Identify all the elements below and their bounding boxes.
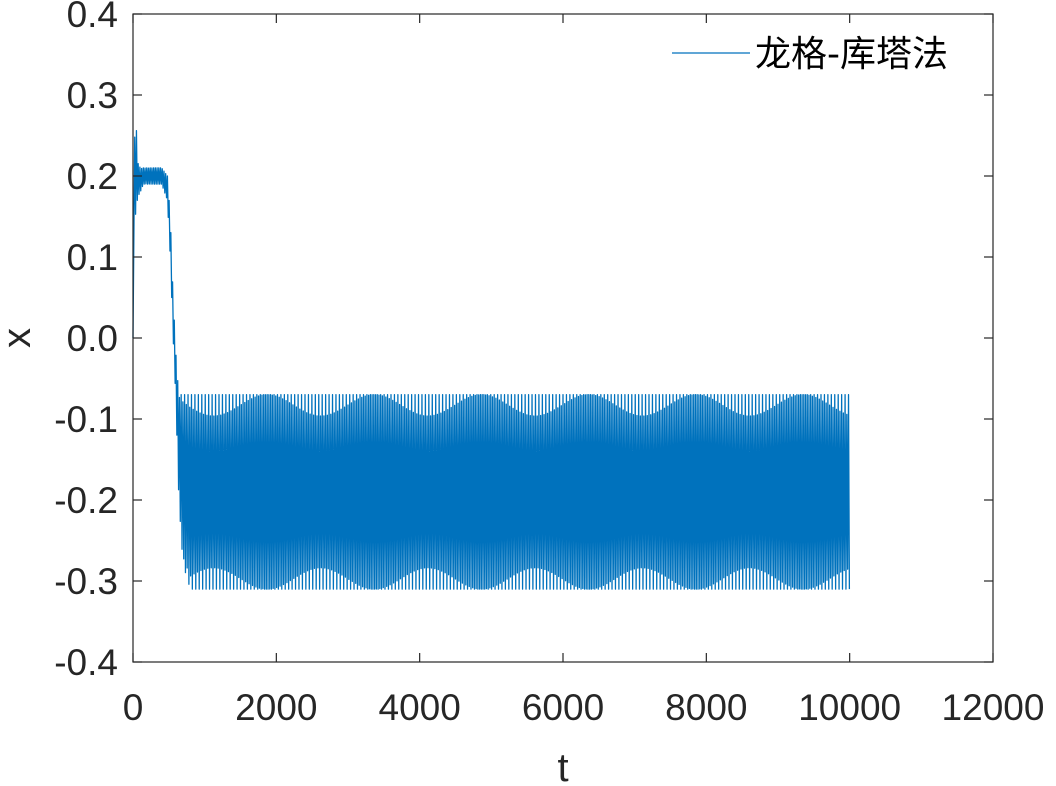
y-tick-label: 0.1 xyxy=(67,237,118,278)
x-axis-title: t xyxy=(557,746,568,786)
y-tick-label: -0.1 xyxy=(54,399,118,440)
y-tick-label: 0.3 xyxy=(67,75,118,116)
x-tick-label: 12000 xyxy=(942,687,1045,728)
y-tick-label: -0.2 xyxy=(54,480,118,521)
series-line-longge-kutta xyxy=(132,129,851,590)
legend-label: 龙格-库塔法 xyxy=(755,34,948,75)
y-axis-title: x xyxy=(0,328,39,348)
plot-area xyxy=(133,14,993,662)
x-tick-label: 8000 xyxy=(665,687,747,728)
y-tick-label: 0.0 xyxy=(67,318,118,359)
y-tick-label: 0.2 xyxy=(67,156,118,197)
x-tick-label: 4000 xyxy=(379,687,461,728)
x-tick-label: 6000 xyxy=(522,687,604,728)
axes-layer xyxy=(132,13,994,663)
x-tick-label: 10000 xyxy=(798,687,901,728)
x-tick-label: 0 xyxy=(123,687,144,728)
y-tick-label: -0.4 xyxy=(54,642,118,683)
x-tick-label: 2000 xyxy=(235,687,317,728)
plot-background xyxy=(133,14,993,662)
series-layer xyxy=(132,129,851,590)
y-tick-label: 0.4 xyxy=(67,0,118,35)
y-tick-label: -0.3 xyxy=(54,561,118,602)
legend: 龙格-库塔法 xyxy=(672,34,948,75)
